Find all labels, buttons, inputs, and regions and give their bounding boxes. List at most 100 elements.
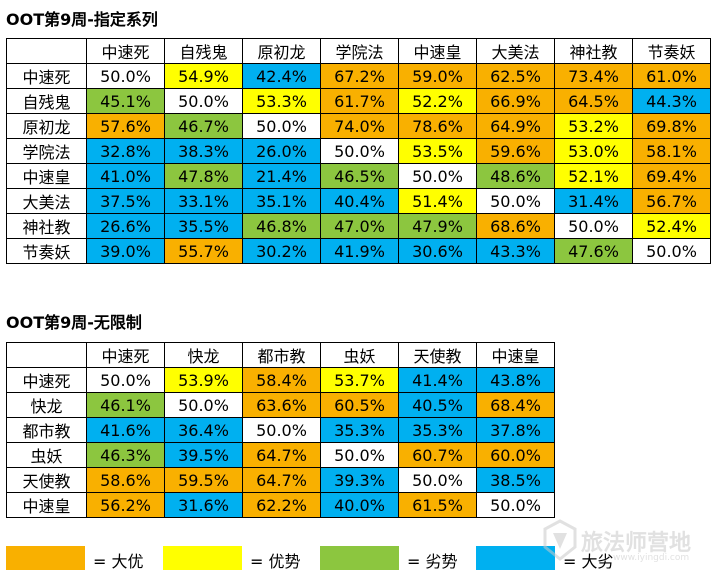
winrate-cell: 66.9% [476, 88, 555, 114]
winrate-cell: 48.6% [476, 163, 555, 189]
winrate-cell: 36.4% [164, 417, 243, 443]
winrate-cell: 35.1% [242, 188, 321, 214]
legend-swatch-disadvantage [320, 546, 399, 570]
table-row: 虫妖 46.3% 39.5% 64.7% 50.0% 60.7% 60.0% [6, 442, 555, 468]
winrate-cell: 56.2% [86, 492, 165, 518]
column-header: 都市教 [242, 342, 321, 368]
winrate-cell: 42.4% [242, 63, 321, 89]
row-header: 虫妖 [6, 442, 87, 468]
winrate-cell: 50.0% [320, 442, 399, 468]
winrate-cell: 50.0% [398, 163, 477, 189]
column-header: 中速皇 [476, 342, 555, 368]
winrate-cell: 21.4% [242, 163, 321, 189]
winrate-cell: 64.7% [242, 442, 321, 468]
winrate-cell: 37.5% [86, 188, 165, 214]
winrate-cell: 60.5% [320, 392, 399, 418]
column-header: 中速死 [86, 38, 165, 64]
winrate-cell: 53.3% [242, 88, 321, 114]
header-row: 中速死 自残鬼 原初龙 学院法 中速皇 大美法 神社教 节奏妖 [6, 38, 711, 64]
winrate-cell: 64.7% [242, 467, 321, 493]
winrate-cell: 69.4% [632, 163, 711, 189]
winrate-cell: 73.4% [554, 63, 633, 89]
winrate-cell: 59.6% [476, 138, 555, 164]
winrate-cell: 37.8% [476, 417, 555, 443]
winrate-cell: 50.0% [164, 392, 243, 418]
winrate-cell: 47.8% [164, 163, 243, 189]
winrate-cell: 58.1% [632, 138, 711, 164]
winrate-cell: 53.5% [398, 138, 477, 164]
column-header: 中速死 [86, 342, 165, 368]
winrate-cell: 69.8% [632, 113, 711, 139]
winrate-cell: 39.3% [320, 467, 399, 493]
winrate-cell: 30.6% [398, 238, 477, 264]
legend-label-big-advantage: = 大优 [93, 552, 144, 571]
watermark-logo-icon [543, 519, 577, 561]
table-row: 原初龙 57.6% 46.7% 50.0% 74.0% 78.6% 64.9% 53.2% 69… [6, 113, 711, 139]
winrate-cell: 50.0% [86, 367, 165, 393]
table-row: 节奏妖 39.0% 55.7% 30.2% 41.9% 30.6% 43.3% 47.6% 50… [6, 238, 711, 264]
winrate-cell: 50.0% [398, 467, 477, 493]
winrate-cell: 43.8% [476, 367, 555, 393]
column-header: 天使教 [398, 342, 477, 368]
winrate-cell: 67.2% [320, 63, 399, 89]
column-header: 中速皇 [398, 38, 477, 64]
winrate-cell: 50.0% [476, 492, 555, 518]
winrate-cell: 46.8% [242, 213, 321, 239]
winrate-cell: 53.9% [164, 367, 243, 393]
winrate-cell: 35.5% [164, 213, 243, 239]
winrate-cell: 46.3% [86, 442, 165, 468]
winrate-cell: 50.0% [320, 138, 399, 164]
legend-swatch-big-disadvantage [476, 546, 555, 570]
winrate-cell: 50.0% [554, 213, 633, 239]
winrate-cell: 52.1% [554, 163, 633, 189]
winrate-cell: 41.6% [86, 417, 165, 443]
column-header: 自残鬼 [164, 38, 243, 64]
table-row: 自残鬼 45.1% 50.0% 53.3% 61.7% 52.2% 66.9% 64.5% 44… [6, 88, 711, 114]
row-header: 节奏妖 [6, 238, 87, 264]
winrate-cell: 54.9% [164, 63, 243, 89]
row-header: 天使教 [6, 467, 87, 493]
site-watermark: 旅法师营地 www.iyingdi.com [541, 519, 711, 571]
winrate-cell: 50.0% [632, 238, 711, 264]
winrate-cell: 39.0% [86, 238, 165, 264]
winrate-cell: 68.4% [476, 392, 555, 418]
winrate-cell: 40.4% [320, 188, 399, 214]
winrate-cell: 38.3% [164, 138, 243, 164]
table-row: 中速死 50.0% 53.9% 58.4% 53.7% 41.4% 43.8% [6, 367, 555, 393]
winrate-cell: 52.2% [398, 88, 477, 114]
winrate-cell: 50.0% [164, 88, 243, 114]
winrate-cell: 30.2% [242, 238, 321, 264]
winrate-cell: 32.8% [86, 138, 165, 164]
winrate-cell: 41.0% [86, 163, 165, 189]
row-header: 原初龙 [6, 113, 87, 139]
winrate-cell: 60.0% [476, 442, 555, 468]
winrate-cell: 60.7% [398, 442, 477, 468]
winrate-cell: 78.6% [398, 113, 477, 139]
table-row: 大美法 37.5% 33.1% 35.1% 40.4% 51.4% 50.0% 31.4% 56… [6, 188, 711, 214]
winrate-cell: 74.0% [320, 113, 399, 139]
winrate-cell: 47.0% [320, 213, 399, 239]
winrate-cell: 44.3% [632, 88, 711, 114]
winrate-cell: 68.6% [476, 213, 555, 239]
column-header: 虫妖 [320, 342, 399, 368]
winrate-cell: 38.5% [476, 467, 555, 493]
winrate-cell: 35.3% [398, 417, 477, 443]
winrate-cell: 58.4% [242, 367, 321, 393]
row-header: 神社教 [6, 213, 87, 239]
winrate-cell: 33.1% [164, 188, 243, 214]
winrate-cell: 53.2% [554, 113, 633, 139]
winrate-cell: 45.1% [86, 88, 165, 114]
row-header: 都市教 [6, 417, 87, 443]
winrate-cell: 61.0% [632, 63, 711, 89]
row-header: 快龙 [6, 392, 87, 418]
winrate-cell: 46.7% [164, 113, 243, 139]
row-header: 大美法 [6, 188, 87, 214]
table-row: 天使教 58.6% 59.5% 64.7% 39.3% 50.0% 38.5% [6, 467, 555, 493]
table-row: 中速皇 41.0% 47.8% 21.4% 46.5% 50.0% 48.6% 52.1% 69… [6, 163, 711, 189]
winrate-cell: 47.9% [398, 213, 477, 239]
table-row: 学院法 32.8% 38.3% 26.0% 50.0% 53.5% 59.6% 53.0% 58… [6, 138, 711, 164]
winrate-cell: 31.4% [554, 188, 633, 214]
winrate-cell: 55.7% [164, 238, 243, 264]
winrate-cell: 41.9% [320, 238, 399, 264]
watermark-text: 旅法师营地 [581, 531, 692, 556]
